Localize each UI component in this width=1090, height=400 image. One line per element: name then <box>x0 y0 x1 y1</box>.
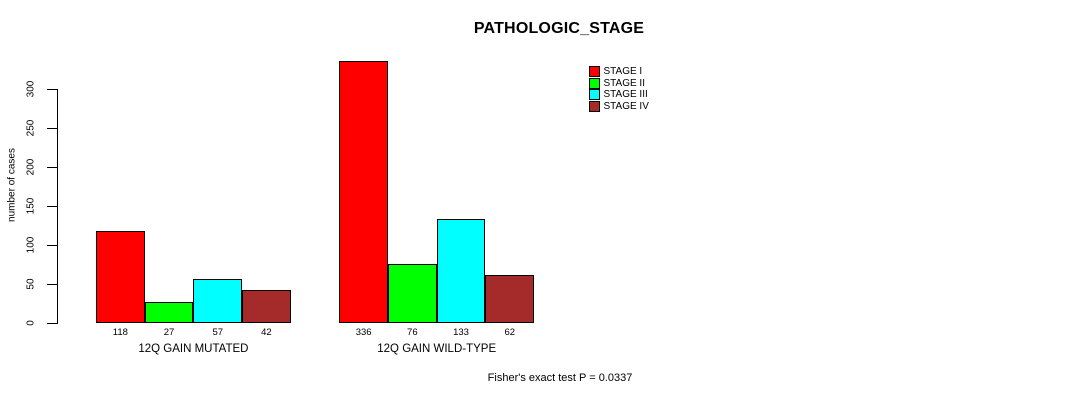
legend-swatch-stage-i <box>589 66 600 78</box>
legend-label: STAGE I <box>603 66 643 78</box>
y-tick-label: 0 <box>25 320 37 326</box>
chart-title: PATHOLOGIC_STAGE <box>473 20 645 37</box>
legend-item-stage-iv: STAGE IV <box>589 101 649 113</box>
bar-stage-i-12q-gain-wild-type <box>339 60 388 323</box>
bar-value-label: 133 <box>453 326 469 338</box>
y-axis-tick <box>47 245 57 247</box>
y-axis-tick <box>47 284 57 286</box>
x-category-label: 12Q GAIN WILD-TYPE <box>377 343 497 355</box>
y-tick-label: 200 <box>25 158 37 176</box>
legend-item-stage-iii: STAGE III <box>589 89 649 101</box>
y-tick-label: 300 <box>25 80 37 98</box>
bar-value-label: 27 <box>163 326 175 338</box>
bar-value-label: 62 <box>504 326 516 338</box>
bar-stage-ii-12q-gain-wild-type <box>388 263 437 323</box>
stat-annotation: Fisher's exact test P = 0.0337 <box>487 372 633 384</box>
bar-stage-ii-12q-gain-mutated <box>144 301 194 323</box>
y-tick-label: 50 <box>25 278 37 290</box>
bar-value-label: 57 <box>212 326 224 338</box>
bar-value-label: 336 <box>355 326 372 338</box>
y-tick-label: 150 <box>25 197 37 215</box>
legend: STAGE I STAGE II STAGE III STAGE IV <box>589 66 649 113</box>
x-category-label: 12Q GAIN MUTATED <box>138 343 249 355</box>
bar-value-label: 42 <box>261 326 272 338</box>
legend-swatch-stage-iii <box>589 89 600 101</box>
bar-stage-iv-12q-gain-mutated <box>242 290 291 323</box>
legend-label: STAGE III <box>603 89 648 101</box>
bar-value-label: 76 <box>407 326 418 338</box>
bar-stage-iii-12q-gain-mutated <box>193 278 243 323</box>
y-axis-tick <box>47 167 57 169</box>
legend-label: STAGE IV <box>603 101 649 113</box>
legend-swatch-stage-iv <box>589 101 600 113</box>
legend-swatch-stage-ii <box>589 77 600 89</box>
y-axis-tick <box>47 206 57 208</box>
y-axis-line <box>57 89 59 324</box>
legend-label: STAGE II <box>603 77 646 89</box>
y-tick-label: 250 <box>25 119 37 137</box>
y-axis-tick <box>47 128 57 130</box>
bar-value-label: 118 <box>112 326 128 338</box>
bar-stage-iii-12q-gain-wild-type <box>436 219 486 323</box>
legend-item-stage-ii: STAGE II <box>589 77 649 90</box>
y-tick-label: 100 <box>25 236 37 254</box>
y-axis-tick <box>47 323 57 325</box>
bar-stage-iv-12q-gain-wild-type <box>485 274 535 323</box>
legend-item-stage-i: STAGE I <box>589 66 649 78</box>
y-axis-tick <box>47 89 57 91</box>
bar-stage-i-12q-gain-mutated <box>96 230 145 323</box>
